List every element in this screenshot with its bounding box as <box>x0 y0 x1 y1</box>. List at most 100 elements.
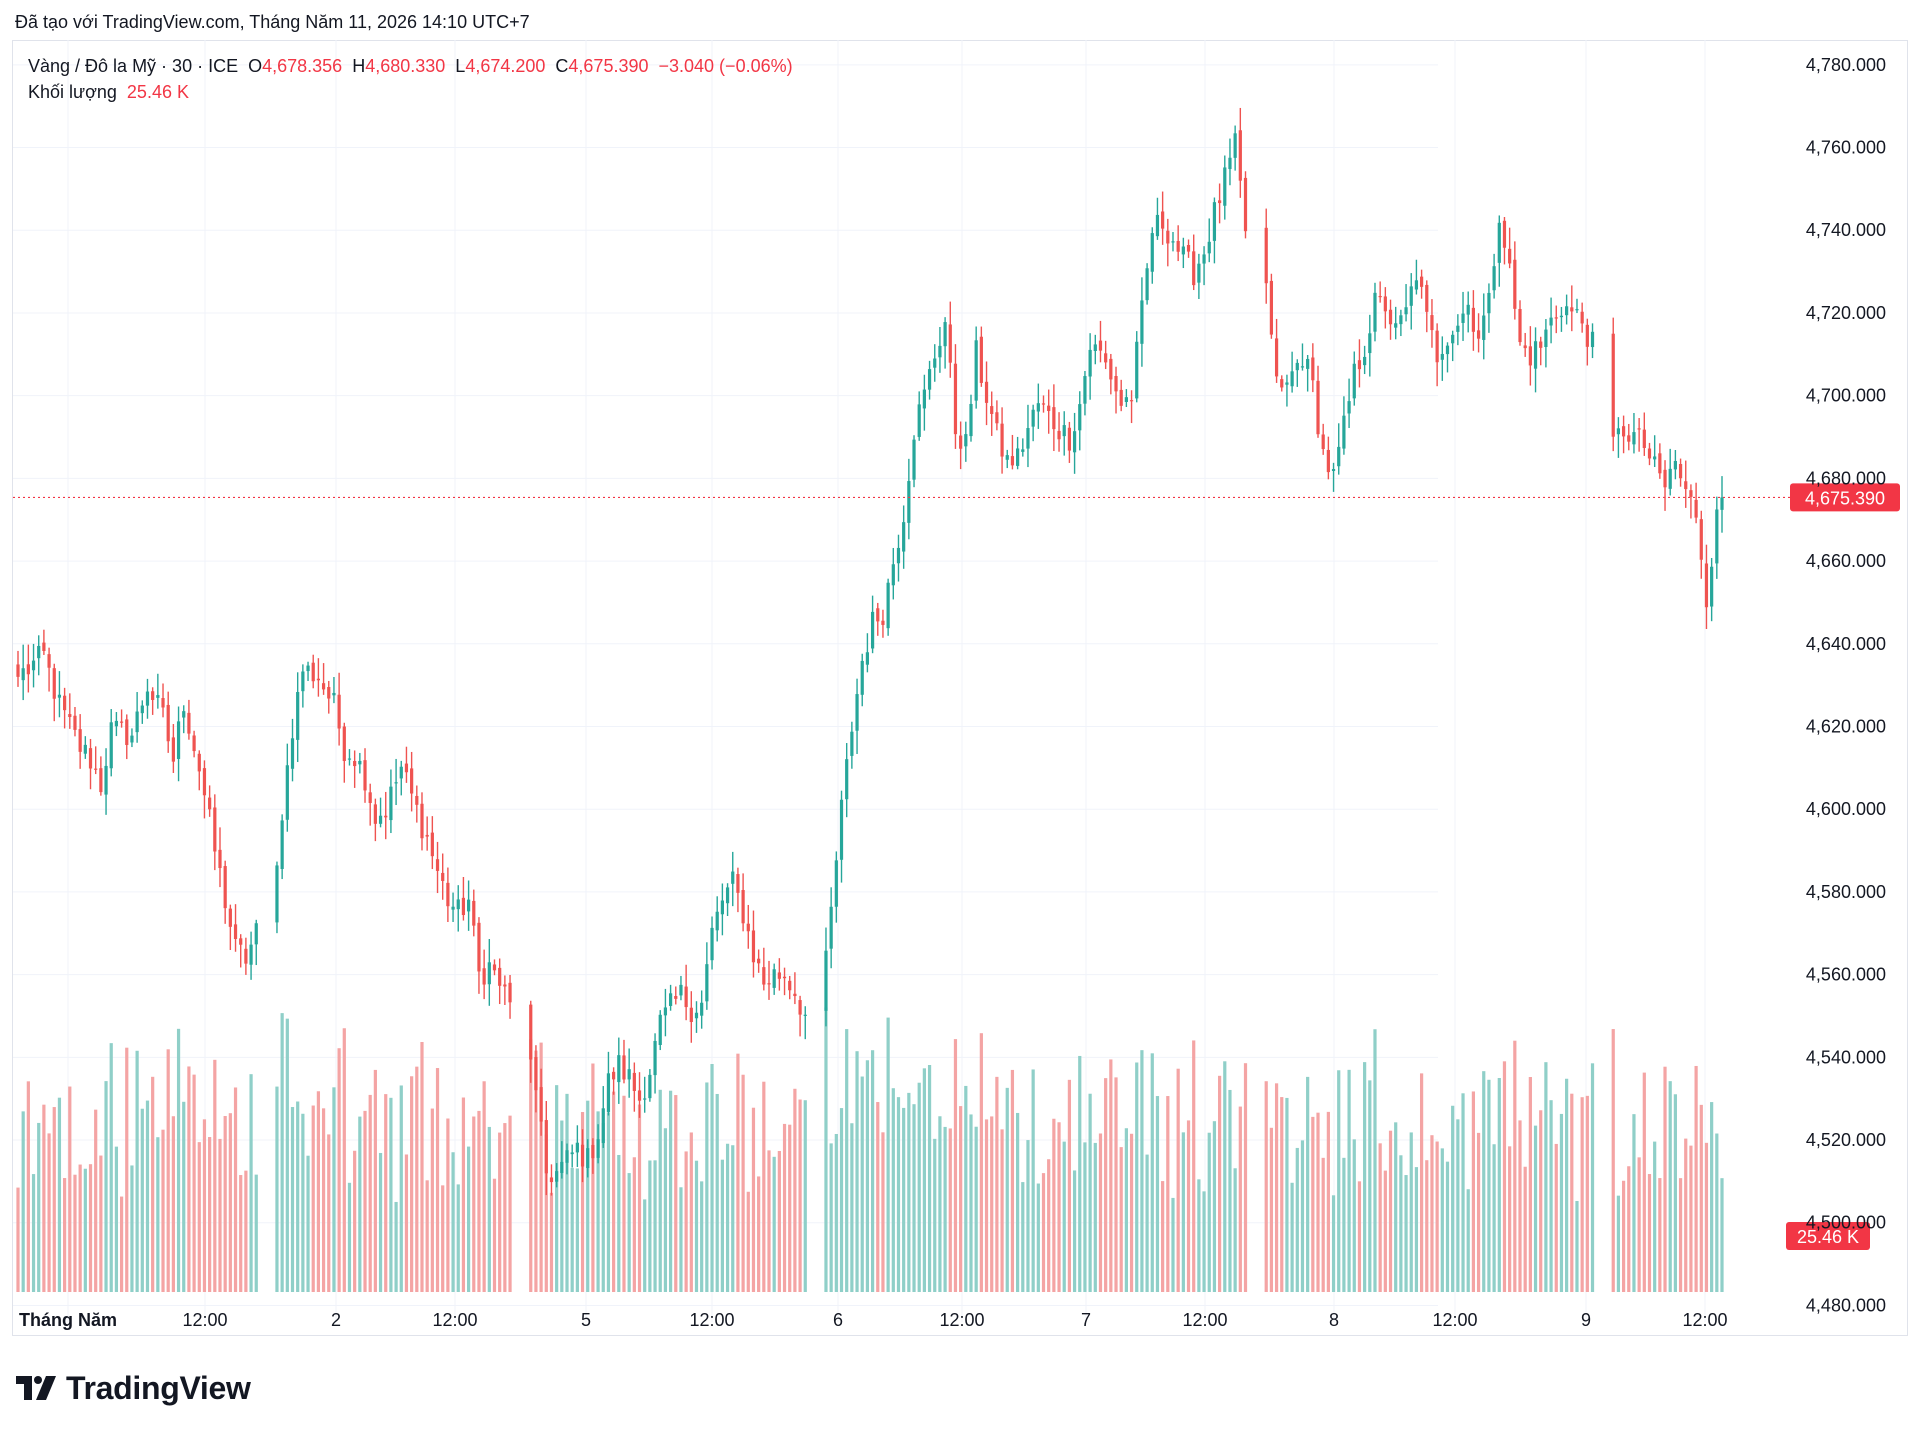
candle-body <box>456 899 460 910</box>
candle-body <box>534 1057 538 1091</box>
volume-bar <box>1471 1091 1475 1292</box>
tradingview-logo[interactable]: TradingView <box>16 1368 251 1408</box>
candle-body <box>42 642 46 651</box>
x-tick-label: 7 <box>1081 1310 1091 1330</box>
price-chart[interactable]: 4,675.390 25.46 K 4,780.000 4,760.000 4,740… <box>0 0 1920 1360</box>
volume-bar <box>394 1201 398 1292</box>
candle-body <box>912 439 916 480</box>
volume-bar <box>1083 1142 1087 1292</box>
volume-bar <box>1166 1096 1170 1292</box>
volume-bar <box>757 1176 761 1292</box>
candle-body <box>301 671 305 692</box>
candle-body <box>135 711 139 733</box>
candle-body <box>539 1087 543 1122</box>
volume-bar <box>1202 1191 1206 1292</box>
volume-bar <box>1565 1078 1569 1292</box>
candle-body <box>870 611 875 649</box>
volume-bar <box>363 1110 367 1292</box>
x-tick-label: 12:00 <box>939 1310 984 1330</box>
volume-bar <box>1326 1111 1330 1292</box>
volume-bar <box>850 1123 854 1292</box>
candle-body <box>674 996 678 999</box>
volume-bar <box>725 1143 730 1292</box>
candle-body <box>938 345 942 358</box>
change-value: −3.040 (−0.06%) <box>658 56 793 76</box>
volume-bar <box>119 1196 124 1292</box>
candle-body <box>1373 292 1377 332</box>
volume-bar <box>1554 1143 1558 1292</box>
candle-body <box>1274 338 1279 377</box>
volume-label[interactable]: Khối lượng <box>28 82 117 102</box>
volume-bar <box>389 1097 393 1292</box>
volume-bar <box>425 1180 429 1292</box>
candle-body <box>1119 389 1123 406</box>
volume-bar <box>1000 1129 1004 1292</box>
low-value: 4,674.200 <box>465 56 546 76</box>
volume-bar <box>953 1039 958 1292</box>
candle-body <box>1192 251 1196 286</box>
volume-bar <box>643 1199 647 1292</box>
volume-bar <box>679 1187 683 1292</box>
volume-bar <box>1694 1065 1698 1292</box>
volume-bar <box>451 1152 455 1292</box>
candle-body <box>213 807 217 852</box>
candle-body <box>1523 345 1527 349</box>
candle-body <box>420 803 424 839</box>
candle-body <box>1197 263 1201 283</box>
candle-body <box>1342 415 1346 449</box>
volume-bar <box>741 1074 745 1292</box>
x-tick-label: 12:00 <box>1432 1310 1477 1330</box>
candle-body <box>492 964 497 971</box>
volume-bar <box>482 1081 486 1292</box>
candle-body <box>1290 371 1294 387</box>
candle-body <box>47 654 51 668</box>
candle-body <box>316 678 321 681</box>
volume-bar <box>1399 1155 1403 1292</box>
x-tick-label: 8 <box>1329 1310 1339 1330</box>
volume-bar <box>606 1112 611 1292</box>
y-tick-label: 4,700.000 <box>1806 386 1886 406</box>
candle-body <box>601 1108 605 1144</box>
candle-body <box>725 887 730 904</box>
volume-bar <box>1217 1075 1222 1292</box>
candle-body <box>337 694 341 729</box>
candle-body <box>969 403 973 437</box>
volume-bar <box>539 1042 543 1292</box>
y-axis: 4,780.000 4,760.000 4,740.000 4,720.000 4,70… <box>1806 55 1886 1316</box>
candle-body <box>1212 202 1217 241</box>
volume-bar <box>565 1093 569 1292</box>
candle-body <box>1492 266 1496 291</box>
volume-bar <box>404 1154 409 1292</box>
candle-body <box>63 695 67 711</box>
volume-bar <box>845 1029 849 1292</box>
candle-body <box>1264 227 1268 284</box>
candle-body <box>1269 280 1274 335</box>
candle-body <box>197 753 201 772</box>
volume-bar <box>902 1107 906 1292</box>
volume-bar <box>933 1138 937 1292</box>
candle-body <box>1088 349 1092 377</box>
candle-body <box>570 1152 574 1155</box>
candle-body <box>1306 358 1310 369</box>
volume-bar <box>1653 1141 1657 1292</box>
candle-body <box>466 899 471 912</box>
volume-bar <box>705 1082 709 1292</box>
volume-bar <box>503 1123 507 1292</box>
volume-bar <box>327 1134 331 1292</box>
volume-bar <box>653 1160 657 1292</box>
candle-body <box>700 1002 704 1016</box>
volume-bar <box>1311 1116 1315 1292</box>
y-tick-label: 4,640.000 <box>1806 634 1886 654</box>
volume-bar <box>1140 1050 1144 1292</box>
candle-body <box>622 1055 626 1080</box>
candle-body <box>876 608 880 622</box>
candle-body <box>1425 284 1429 312</box>
volume-bar <box>239 1175 243 1292</box>
y-tick-label: 4,540.000 <box>1806 1047 1886 1067</box>
candle-body <box>964 434 968 447</box>
symbol-title[interactable]: Vàng / Đô la Mỹ · 30 · ICE <box>28 56 239 76</box>
candle-body <box>104 765 108 795</box>
volume-bar <box>254 1174 258 1292</box>
candle-body <box>1404 307 1408 315</box>
candle-body <box>171 737 175 762</box>
